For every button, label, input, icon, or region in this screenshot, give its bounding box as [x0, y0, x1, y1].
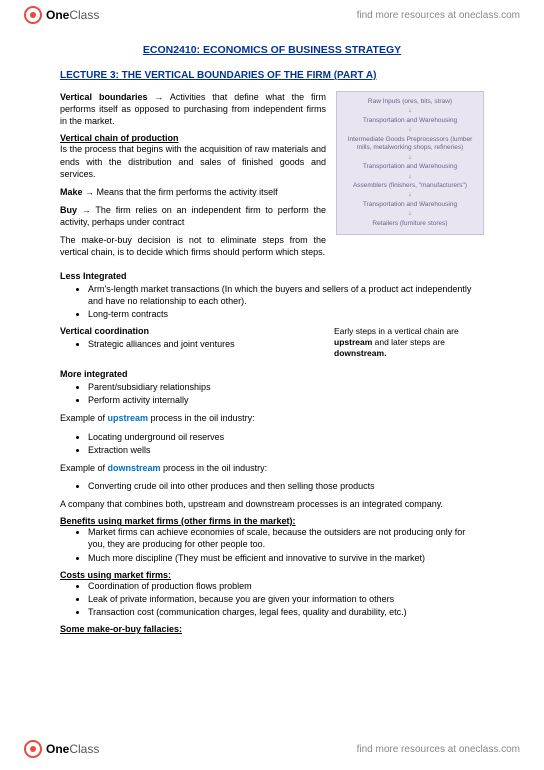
flow-node: Transportation and Warehousing	[343, 201, 477, 209]
list-item: Transaction cost (communication charges,…	[88, 606, 484, 618]
brand-logo: OneClass	[24, 6, 99, 24]
brand-class: Class	[69, 8, 99, 22]
flow-node: Transportation and Warehousing	[343, 117, 477, 125]
brand-name: OneClass	[46, 742, 99, 756]
make-or-buy-note: The make-or-buy decision is not to elimi…	[60, 234, 484, 258]
list-item: Coordination of production flows problem	[88, 580, 484, 592]
down-arrow-icon: ↓	[343, 154, 477, 162]
down-arrow-icon: ↓	[343, 126, 477, 134]
logo-icon	[24, 740, 42, 758]
heading-less-integrated: Less Integrated	[60, 271, 484, 281]
ex-pre: Example of	[60, 463, 108, 473]
upstream-downstream-note: Early steps in a vertical chain are upst…	[334, 326, 484, 359]
lecture-title: LECTURE 3: THE VERTICAL BOUNDARIES OF TH…	[60, 70, 484, 81]
list-item: Market firms can achieve economies of sc…	[88, 526, 484, 550]
list-item: Long-term contracts	[88, 308, 484, 320]
ex-pre: Example of	[60, 413, 108, 423]
buy-def-text: → The firm relies on an independent firm…	[60, 205, 326, 227]
ex-post: process in the oil industry:	[148, 413, 255, 423]
more-integrated-list: Parent/subsidiary relationships Perform …	[88, 381, 484, 406]
brand-name: OneClass	[46, 8, 99, 22]
list-item: Much more discipline (They must be effic…	[88, 552, 484, 564]
upstream-examples: Locating underground oil reserves Extrac…	[88, 431, 484, 456]
list-item: Arm's-length market transactions (In whi…	[88, 283, 484, 307]
costs-list: Coordination of production flows problem…	[88, 580, 484, 618]
brand-one: One	[46, 8, 69, 22]
sidenote-text: Early steps in a vertical chain are	[334, 326, 459, 336]
brand-logo: OneClass	[24, 740, 99, 758]
down-arrow-icon: ↓	[343, 210, 477, 218]
heading-benefits: Benefits using market firms (other firms…	[60, 516, 484, 526]
flow-node: Transportation and Warehousing	[343, 163, 477, 171]
page-footer: OneClass find more resources at oneclass…	[0, 734, 544, 764]
list-item: Parent/subsidiary relationships	[88, 381, 484, 393]
logo-icon	[24, 6, 42, 24]
benefits-list: Market firms can achieve economies of sc…	[88, 526, 484, 563]
footer-tagline: find more resources at oneclass.com	[357, 744, 520, 755]
ex-post: process in the oil industry:	[161, 463, 268, 473]
brand-one: One	[46, 742, 69, 756]
example-upstream-intro: Example of upstream process in the oil i…	[60, 412, 484, 424]
page-header: OneClass find more resources at oneclass…	[0, 0, 544, 30]
ex-upstream-word: upstream	[108, 413, 149, 423]
down-arrow-icon: ↓	[343, 107, 477, 115]
sidenote-upstream: upstream	[334, 337, 372, 347]
list-item: Locating underground oil reserves	[88, 431, 484, 443]
list-item: Perform activity internally	[88, 394, 484, 406]
course-title: ECON2410: ECONOMICS OF BUSINESS STRATEGY	[60, 44, 484, 56]
flow-node: Retailers (furniture stores)	[343, 220, 477, 228]
heading-fallacies: Some make-or-buy fallacies:	[60, 624, 484, 634]
integrated-company-note: A company that combines both, upstream a…	[60, 498, 484, 510]
less-integrated-list: Arm's-length market transactions (In whi…	[88, 283, 484, 320]
make-def-text: → Means that the firm performs the activ…	[83, 187, 278, 197]
sidenote-text: and later steps are	[372, 337, 445, 347]
document-body: ECON2410: ECONOMICS OF BUSINESS STRATEGY…	[0, 30, 544, 674]
header-tagline: find more resources at oneclass.com	[357, 10, 520, 21]
list-item: Extraction wells	[88, 444, 484, 456]
flow-node: Intermediate Goods Preprocessors (lumber…	[343, 136, 477, 153]
list-item: Converting crude oil into other produces…	[88, 480, 484, 492]
vertical-chain-diagram: Raw Inputs (ores, bits, straw) ↓ Transpo…	[336, 91, 484, 235]
sidenote-downstream: downstream.	[334, 348, 386, 358]
heading-costs: Costs using market firms:	[60, 570, 484, 580]
down-arrow-icon: ↓	[343, 173, 477, 181]
term-make: Make	[60, 187, 83, 197]
heading-more-integrated: More integrated	[60, 369, 484, 379]
flow-node: Assemblers (finishers, "manufacturers")	[343, 182, 477, 190]
list-item: Leak of private information, because you…	[88, 593, 484, 605]
term-buy: Buy	[60, 205, 77, 215]
down-arrow-icon: ↓	[343, 191, 477, 199]
ex-downstream-word: downstream	[108, 463, 161, 473]
brand-class: Class	[69, 742, 99, 756]
example-downstream-intro: Example of downstream process in the oil…	[60, 462, 484, 474]
term-vertical-boundaries: Vertical boundaries	[60, 92, 147, 102]
downstream-examples: Converting crude oil into other produces…	[88, 480, 484, 492]
flow-node: Raw Inputs (ores, bits, straw)	[343, 98, 477, 106]
